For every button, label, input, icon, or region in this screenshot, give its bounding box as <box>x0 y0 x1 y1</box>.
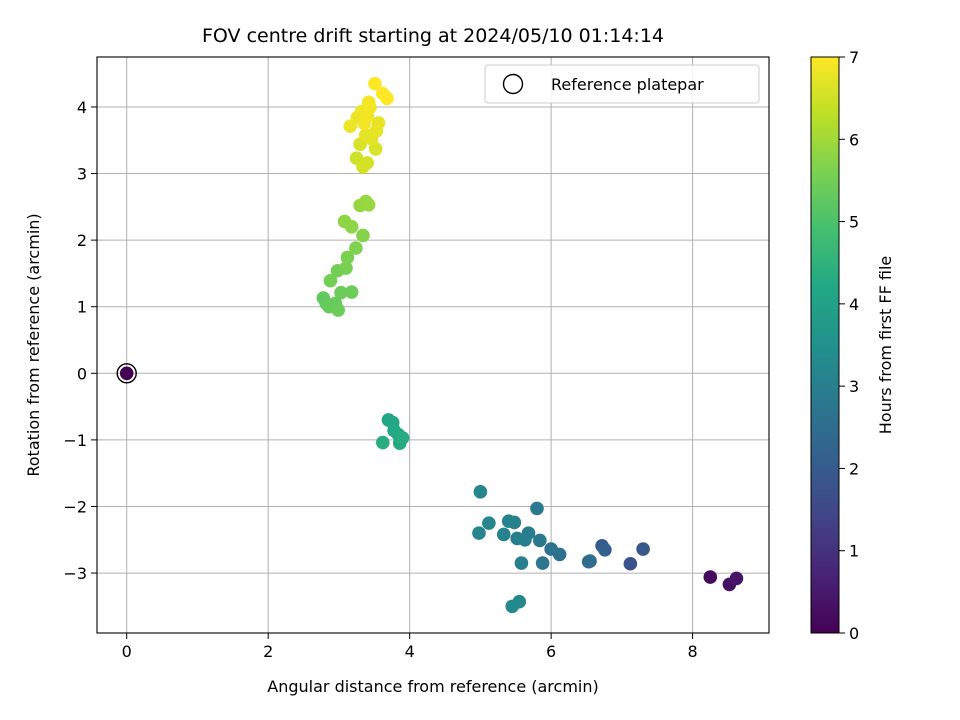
legend: Reference platepar <box>484 64 760 104</box>
x-tick-label: 0 <box>122 642 132 661</box>
legend-marker <box>502 73 524 95</box>
legend-label: Reference platepar <box>551 75 704 94</box>
data-point <box>371 116 386 130</box>
x-tick-label: 2 <box>263 642 273 661</box>
grid-lines <box>97 57 769 633</box>
data-point <box>334 285 348 300</box>
data-point <box>583 554 597 568</box>
y-tick-label: 1 <box>77 298 87 317</box>
data-point <box>361 198 376 212</box>
data-point <box>357 116 372 131</box>
data-point <box>510 531 524 546</box>
data-point <box>368 76 382 91</box>
colorbar-fill <box>811 57 839 633</box>
legend-box <box>484 64 760 104</box>
colorbar-label: Hours from first FF file <box>876 256 895 435</box>
data-point <box>395 431 410 445</box>
data-point <box>339 261 353 275</box>
y-tick-label: −2 <box>63 497 87 516</box>
data-point <box>344 285 359 299</box>
data-point <box>356 228 370 243</box>
y-axis-label: Rotation from reference (arcmin) <box>24 213 43 476</box>
colorbar-tick-label: 2 <box>849 459 859 478</box>
data-point <box>530 501 544 516</box>
data-point <box>703 570 718 584</box>
data-point <box>472 526 486 540</box>
colorbar-tick-label: 1 <box>849 542 859 561</box>
data-point <box>361 95 376 110</box>
data-point <box>375 435 390 450</box>
y-tick-label: 4 <box>77 98 87 117</box>
data-point <box>623 556 638 571</box>
data-point <box>598 542 612 557</box>
data-point <box>473 485 488 499</box>
data-point <box>729 571 744 586</box>
data-point <box>340 250 355 265</box>
colorbar-tick-label: 3 <box>849 377 859 396</box>
data-point <box>501 514 516 528</box>
x-axis-label: Angular distance from reference (arcmin) <box>267 677 598 696</box>
data-point <box>331 303 346 317</box>
data-point <box>535 556 550 570</box>
colorbar-tick-label: 5 <box>849 213 859 232</box>
data-point <box>533 533 547 548</box>
x-tick-label: 6 <box>546 642 556 661</box>
data-point <box>323 273 338 288</box>
data-point <box>544 542 558 556</box>
y-tick-label: 2 <box>77 231 87 250</box>
data-point <box>349 241 363 255</box>
data-point <box>496 527 511 542</box>
data-point <box>344 220 359 234</box>
data-point <box>360 156 375 170</box>
colorbar: 0 1 2 3 4 5 6 7 Hours from first FF file <box>810 48 895 643</box>
y-tick-label: 0 <box>77 364 87 383</box>
x-tick-label: 8 <box>688 642 698 661</box>
x-tick-label: 4 <box>405 642 415 661</box>
data-point <box>505 599 520 614</box>
y-tick-label: 3 <box>77 165 87 184</box>
data-point <box>119 366 134 381</box>
data-point <box>514 556 529 570</box>
y-axis-ticks: 4 3 2 1 0 −1 −2 −3 <box>63 98 97 583</box>
x-axis-ticks: 0 2 4 6 8 <box>122 633 698 661</box>
data-point <box>380 91 394 106</box>
chart-title: FOV centre drift starting at 2024/05/10 … <box>202 25 664 47</box>
colorbar-frame <box>810 56 840 634</box>
colorbar-ticks: 0 1 2 3 4 5 6 7 <box>839 48 859 643</box>
data-point <box>636 542 650 556</box>
colorbar-tick-label: 0 <box>849 624 859 643</box>
y-tick-label: −1 <box>63 431 87 450</box>
colorbar-tick-label: 6 <box>849 130 859 149</box>
colorbar-tick-label: 7 <box>849 48 859 67</box>
reference-platepar-marker <box>116 363 137 384</box>
plot-frame <box>96 56 770 634</box>
y-tick-label: −3 <box>63 564 87 583</box>
plot-background <box>97 57 769 633</box>
data-points <box>116 76 744 614</box>
colorbar-tick-label: 4 <box>849 295 859 314</box>
data-point <box>482 516 496 530</box>
